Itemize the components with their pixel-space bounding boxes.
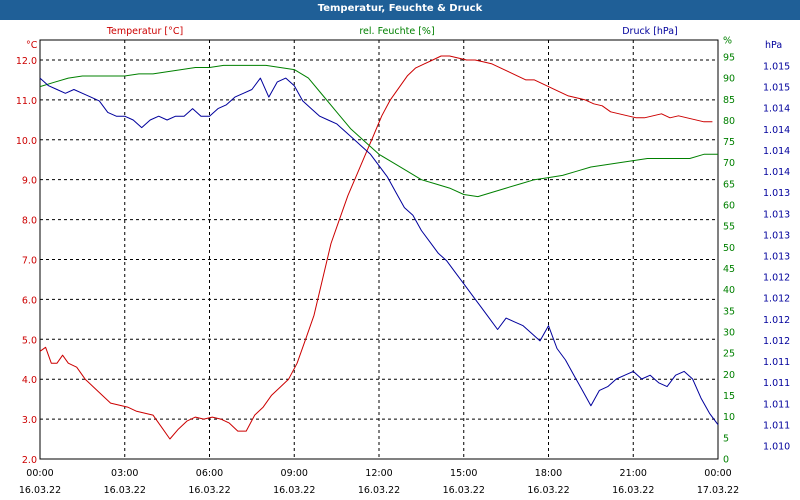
humidity-tick-label: 65 bbox=[723, 179, 735, 190]
humidity-tick-label: 55 bbox=[723, 222, 735, 233]
pressure-tick-label: 1.011 bbox=[763, 357, 790, 368]
pressure-tick-label: 1.014 bbox=[763, 104, 790, 115]
pressure-tick-label: 1.014 bbox=[763, 146, 790, 157]
x-tick-time: 03:00 bbox=[111, 468, 138, 479]
temp-tick-label: 3.0 bbox=[22, 415, 37, 426]
pressure-tick-label: 1.013 bbox=[763, 252, 790, 263]
temp-tick-label: 12.0 bbox=[16, 56, 37, 67]
x-tick-date: 16.03.22 bbox=[188, 485, 230, 496]
temp-tick-label: 8.0 bbox=[22, 216, 37, 227]
x-tick-date: 16.03.22 bbox=[273, 485, 315, 496]
pressure-tick-label: 1.014 bbox=[763, 167, 790, 178]
temp-tick-label: 2.0 bbox=[22, 455, 37, 466]
x-tick-time: 06:00 bbox=[196, 468, 223, 479]
humidity-tick-label: 45 bbox=[723, 264, 735, 275]
pressure-tick-label: 1.015 bbox=[763, 83, 790, 94]
humidity-tick-label: 20 bbox=[723, 370, 735, 381]
temp-axis-label: Temperatur [°C] bbox=[106, 26, 183, 37]
pressure-tick-label: 1.013 bbox=[763, 209, 790, 220]
pressure-tick-label: 1.011 bbox=[763, 399, 790, 410]
humidity-tick-label: 10 bbox=[723, 412, 735, 423]
humidity-tick-label: 5 bbox=[723, 433, 729, 444]
pressure-tick-label: 1.013 bbox=[763, 188, 790, 199]
x-tick-time: 00:00 bbox=[26, 468, 53, 479]
temp-tick-label: 10.0 bbox=[16, 136, 37, 147]
humidity-tick-label: 80 bbox=[723, 116, 735, 127]
pressure-axis-label: Druck [hPa] bbox=[622, 26, 678, 37]
humidity-tick-label: 70 bbox=[723, 158, 735, 169]
temp-tick-label: 4.0 bbox=[22, 375, 37, 386]
temp-tick-label: 7.0 bbox=[22, 255, 37, 266]
chart-title: Temperatur, Feuchte & Druck bbox=[0, 0, 800, 20]
pressure-tick-label: 1.010 bbox=[763, 442, 790, 453]
pressure-tick-label: 1.012 bbox=[763, 315, 790, 326]
x-tick-time: 18:00 bbox=[535, 468, 562, 479]
humidity-tick-label: 95 bbox=[723, 52, 735, 63]
x-tick-date: 16.03.22 bbox=[19, 485, 61, 496]
pressure-tick-label: 1.015 bbox=[763, 62, 790, 73]
x-tick-date: 16.03.22 bbox=[104, 485, 146, 496]
humidity-tick-label: 75 bbox=[723, 137, 735, 148]
humidity-tick-label: 35 bbox=[723, 306, 735, 317]
pressure-tick-label: 1.012 bbox=[763, 294, 790, 305]
humidity-tick-label: 40 bbox=[723, 285, 735, 296]
humidity-tick-label: 60 bbox=[723, 201, 735, 212]
humidity-tick-label: 0 bbox=[723, 455, 729, 466]
humidity-tick-label: 30 bbox=[723, 328, 735, 339]
x-tick-time: 09:00 bbox=[281, 468, 308, 479]
x-tick-date: 16.03.22 bbox=[612, 485, 654, 496]
x-tick-time: 15:00 bbox=[450, 468, 477, 479]
humidity-tick-label: 50 bbox=[723, 243, 735, 254]
x-tick-date: 16.03.22 bbox=[527, 485, 569, 496]
humidity-tick-label: 90 bbox=[723, 74, 735, 85]
x-tick-date: 16.03.22 bbox=[358, 485, 400, 496]
temp-tick-label: 9.0 bbox=[22, 176, 37, 187]
temp-tick-label: 11.0 bbox=[16, 96, 37, 107]
humidity-axis-label: rel. Feuchte [%] bbox=[359, 26, 434, 37]
humidity-tick-label: % bbox=[723, 35, 732, 46]
pressure-tick-label: 1.012 bbox=[763, 336, 790, 347]
series-line-humidity bbox=[39, 64, 718, 198]
temp-tick-label: 5.0 bbox=[22, 335, 37, 346]
humidity-tick-label: 15 bbox=[723, 391, 735, 402]
humidity-tick-label: 25 bbox=[723, 349, 735, 360]
pressure-tick-label: 1.014 bbox=[763, 125, 790, 136]
humidity-tick-label: 85 bbox=[723, 95, 735, 106]
temp-axis-unit: °C bbox=[26, 40, 38, 51]
x-tick-date: 17.03.22 bbox=[697, 485, 739, 496]
x-tick-time: 12:00 bbox=[365, 468, 392, 479]
series-line-pressure bbox=[39, 77, 719, 425]
temp-tick-label: 6.0 bbox=[22, 295, 37, 306]
x-tick-time: 00:00 bbox=[704, 468, 731, 479]
pressure-axis-unit: hPa bbox=[765, 40, 782, 51]
pressure-tick-label: 1.013 bbox=[763, 230, 790, 241]
pressure-tick-label: 1.012 bbox=[763, 273, 790, 284]
pressure-tick-label: 1.011 bbox=[763, 378, 790, 389]
x-tick-date: 16.03.22 bbox=[443, 485, 485, 496]
x-tick-time: 21:00 bbox=[620, 468, 647, 479]
pressure-tick-label: 1.011 bbox=[763, 420, 790, 431]
